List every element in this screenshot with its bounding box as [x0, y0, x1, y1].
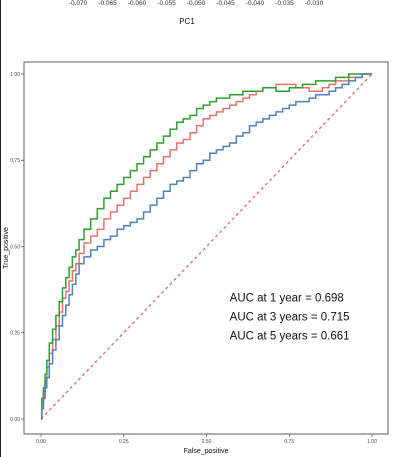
roc-curve-3-years — [41, 73, 372, 420]
y-tick-label: 0.25 — [10, 331, 20, 337]
top-tick-label: -0.040 — [246, 0, 265, 7]
y-tick-label: 1.00 — [10, 72, 20, 78]
top-tick-label: -0.030 — [305, 0, 324, 7]
top-tick-label: -0.035 — [275, 0, 294, 7]
top-tick-label: -0.050 — [187, 0, 206, 7]
top-tick-label: -0.070 — [69, 0, 88, 7]
top-tick-label: -0.065 — [98, 0, 117, 7]
x-tick-label: 1.00 — [367, 439, 377, 445]
auc-annotation: AUC at 1 year = 0.698 — [230, 293, 344, 305]
x-tick-label: 0.50 — [202, 439, 212, 445]
series-layer — [41, 73, 372, 420]
diagonal-reference-line — [40, 73, 373, 420]
annotation-layer: AUC at 1 year = 0.698 AUC at 3 years = 0.… — [230, 293, 350, 343]
diagonal-layer — [40, 73, 373, 420]
x-axis-title: False_positive — [184, 448, 229, 455]
auc-annotation: AUC at 3 years = 0.715 — [230, 312, 350, 324]
auc-annotation: AUC at 5 years = 0.661 — [230, 331, 350, 343]
x-tick-label: 0.00 — [36, 439, 46, 445]
top-axis-title: PC1 — [179, 17, 195, 26]
x-tick-label: 0.25 — [119, 439, 129, 445]
x-tick-label: 0.75 — [284, 439, 294, 445]
y-tick-label: 0.50 — [10, 244, 20, 250]
top-tick-label: -0.045 — [216, 0, 235, 7]
top-axis: -0.070 -0.065 -0.060 -0.055 -0.050 -0.045 -0.0… — [69, 0, 324, 7]
y-tick-label: 0.75 — [10, 158, 20, 164]
y-axis-title: True_positive — [3, 227, 10, 269]
y-tick-label: 0.00 — [10, 417, 20, 423]
top-tick-label: -0.060 — [128, 0, 147, 7]
top-tick-label: -0.055 — [157, 0, 176, 7]
plot-frame — [23, 61, 389, 435]
axis-ticks: 0.00 0.25 0.50 0.75 1.00 0.00 0.25 0.50 0.75 1.00 — [10, 72, 377, 445]
roc-curve-5-years — [41, 73, 372, 420]
